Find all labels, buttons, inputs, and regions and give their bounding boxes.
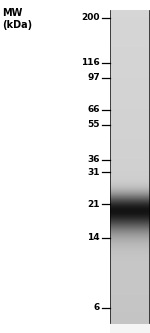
Text: 6: 6 xyxy=(94,303,100,312)
Text: 14: 14 xyxy=(87,233,100,242)
Text: 55: 55 xyxy=(87,120,100,129)
Text: 97: 97 xyxy=(87,73,100,82)
Text: 116: 116 xyxy=(81,58,100,68)
Text: MW
(kDa): MW (kDa) xyxy=(2,8,32,30)
Text: 200: 200 xyxy=(81,13,100,22)
Text: 36: 36 xyxy=(87,155,100,164)
Text: 31: 31 xyxy=(87,167,100,176)
Text: 66: 66 xyxy=(87,105,100,114)
Text: 21: 21 xyxy=(87,200,100,209)
